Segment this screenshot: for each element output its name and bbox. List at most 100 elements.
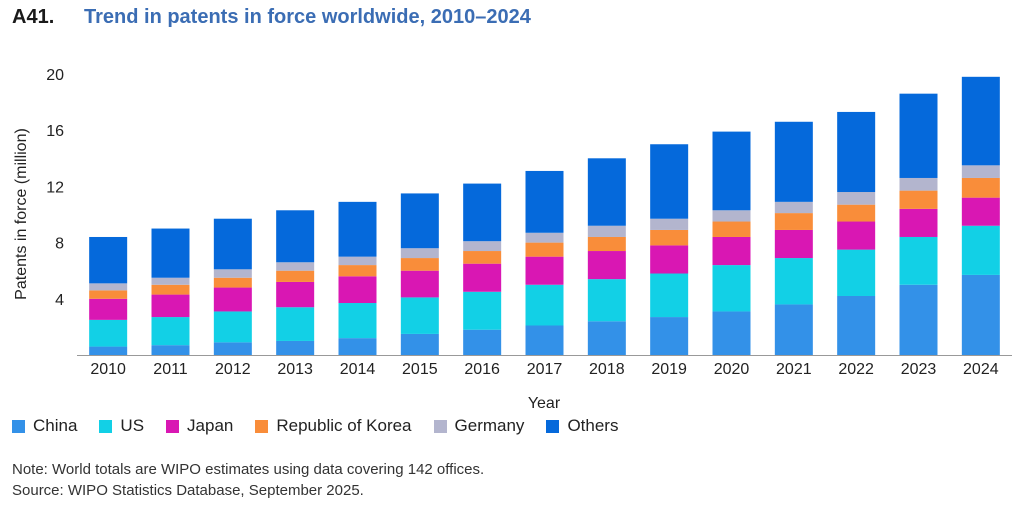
y-tick-label: 16 <box>46 123 64 140</box>
bar-segment-republic-of-korea <box>525 242 564 257</box>
bar-segment-us <box>525 284 564 326</box>
legend-label: Japan <box>187 416 234 435</box>
y-tick-label: 20 <box>46 67 64 84</box>
bar-segment-us <box>89 319 128 347</box>
bar-segment-republic-of-korea <box>774 213 813 230</box>
bar-segment-others <box>837 111 876 193</box>
bar-segment-japan <box>774 229 813 259</box>
bar-segment-japan <box>213 287 252 312</box>
notes: Note: World totals are WIPO estimates us… <box>12 459 484 501</box>
bar-segment-germany <box>463 241 502 252</box>
legend-swatch <box>12 419 25 433</box>
bar-segment-germany <box>151 277 190 285</box>
legend-item: Germany <box>433 416 525 436</box>
bar-segment-germany <box>276 262 315 271</box>
bar-segment-republic-of-korea <box>276 270 315 282</box>
bar-segment-others <box>650 144 689 219</box>
legend-swatch <box>255 419 269 433</box>
bar-segment-germany <box>213 269 252 278</box>
bar-segment-china <box>774 304 813 355</box>
bar-segment-others <box>151 228 190 278</box>
legend-item: Republic of Korea <box>255 416 412 436</box>
bar-segment-china <box>650 317 689 355</box>
legend-swatch <box>166 419 180 433</box>
bar-segment-japan <box>338 276 377 304</box>
bar-segment-japan <box>276 281 315 308</box>
x-tick-label: 2019 <box>651 361 687 378</box>
y-axis-title: Patents in force (million) <box>13 128 30 300</box>
bar-segment-china <box>899 284 938 355</box>
legend-label: Republic of Korea <box>276 416 412 435</box>
bar-segment-us <box>463 291 502 330</box>
bar-segment-japan <box>400 270 439 298</box>
bar-segment-germany <box>837 192 876 205</box>
bar-segment-others <box>961 76 1000 166</box>
y-tick-label: 8 <box>55 236 64 253</box>
bar-segment-others <box>89 236 128 284</box>
x-axis-ticks: 2010 2011 2012 2013 2014 2015 2016 2017 2018 2019… <box>90 361 998 378</box>
bar-segment-republic-of-korea <box>837 204 876 222</box>
bar-segment-japan <box>587 251 626 280</box>
bar-segment-japan <box>961 197 1000 226</box>
legend-swatch <box>546 419 560 433</box>
bar-segment-us <box>338 303 377 339</box>
y-axis-ticks: 4 8 12 16 20 <box>46 67 64 309</box>
bar-segment-germany <box>525 232 564 243</box>
x-tick-label: 2024 <box>963 361 999 378</box>
legend-item: Japan <box>166 416 233 436</box>
source-text: Source: WIPO Statistics Database, Septem… <box>12 482 364 499</box>
bar-segment-others <box>276 210 315 263</box>
x-tick-label: 2015 <box>402 361 438 378</box>
bar-segment-others <box>463 183 502 242</box>
bar-segment-germany <box>899 177 938 191</box>
x-tick-label: 2012 <box>215 361 251 378</box>
bar-segment-japan <box>463 263 502 292</box>
bar-segment-republic-of-korea <box>89 290 128 299</box>
bar-segment-republic-of-korea <box>400 258 439 271</box>
bar-segment-china <box>463 329 502 355</box>
legend-item: US <box>99 416 144 436</box>
bar-segment-china <box>213 342 252 355</box>
bar-segment-japan <box>525 256 564 285</box>
bar-segment-others <box>774 121 813 202</box>
bar-segment-republic-of-korea <box>712 221 751 237</box>
x-tick-label: 2010 <box>90 361 126 378</box>
bar-segment-china <box>276 340 315 355</box>
bar-segment-republic-of-korea <box>899 190 938 209</box>
legend-item: Others <box>546 416 618 436</box>
x-tick-label: 2018 <box>589 361 625 378</box>
x-tick-label: 2022 <box>838 361 874 378</box>
bar-segment-china <box>151 345 190 355</box>
bar-segment-japan <box>712 236 751 266</box>
bar-segment-others <box>712 131 751 211</box>
y-tick-label: 4 <box>55 292 64 309</box>
bar-segment-others <box>400 193 439 249</box>
chart-title: Trend in patents in force worldwide, 201… <box>84 6 531 28</box>
bar-segment-us <box>774 258 813 305</box>
x-tick-label: 2014 <box>340 361 376 378</box>
bar-segment-china <box>712 311 751 355</box>
bar-segment-republic-of-korea <box>650 229 689 246</box>
x-tick-label: 2011 <box>153 361 188 378</box>
bar-segment-republic-of-korea <box>961 177 1000 198</box>
x-tick-label: 2021 <box>776 361 812 378</box>
bar-segment-japan <box>89 298 128 320</box>
bar-segment-us <box>151 317 190 346</box>
bar-segment-republic-of-korea <box>151 284 190 295</box>
legend-label: Germany <box>454 416 525 435</box>
legend-swatch <box>99 419 113 433</box>
x-tick-label: 2013 <box>277 361 313 378</box>
x-tick-label: 2020 <box>714 361 750 378</box>
bar-segment-china <box>400 333 439 355</box>
x-tick-label: 2016 <box>464 361 500 378</box>
legend-label: US <box>120 416 145 435</box>
bar-segment-others <box>338 201 377 257</box>
bar-segment-us <box>587 279 626 322</box>
bar-segment-china <box>89 346 128 355</box>
bar-segment-china <box>525 325 564 355</box>
bars-group <box>89 76 1000 355</box>
bar-segment-china <box>338 338 377 355</box>
bar-segment-others <box>213 218 252 270</box>
legend-label: Others <box>567 416 619 435</box>
